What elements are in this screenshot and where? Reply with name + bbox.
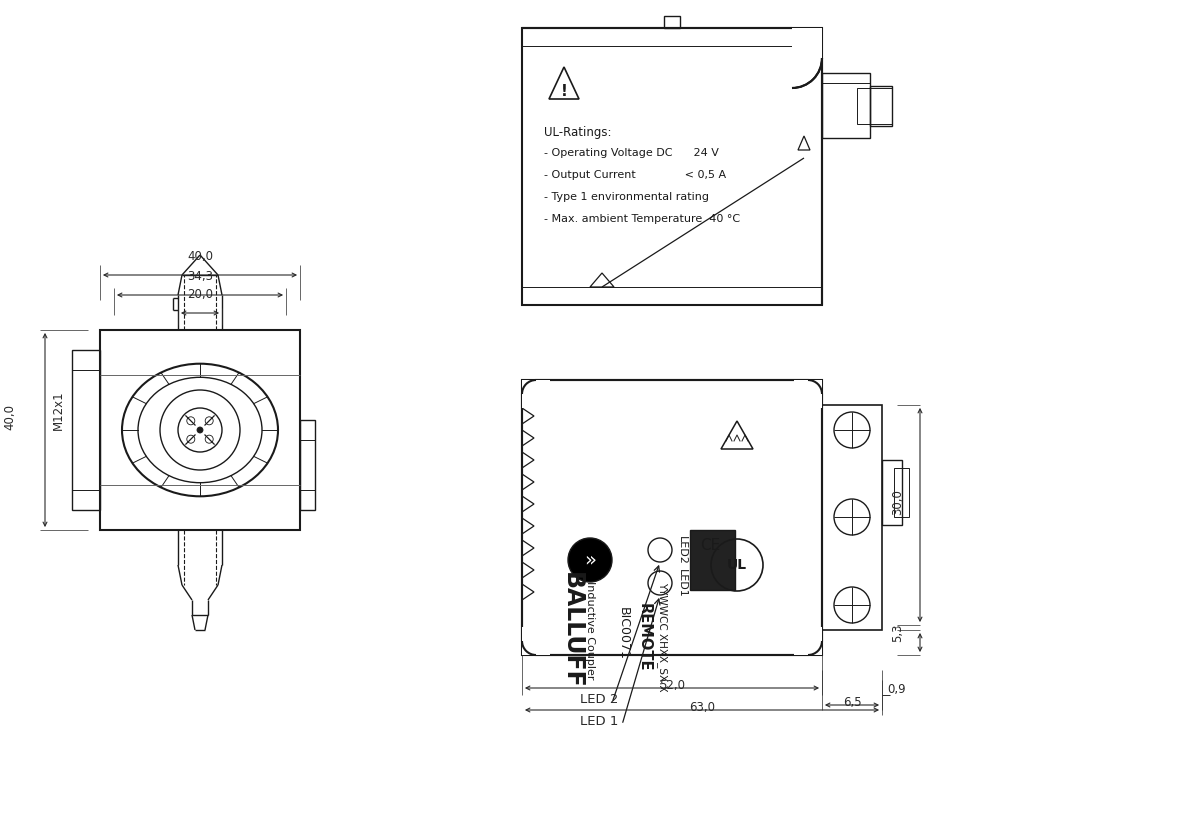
Bar (822, 73, 870, 138)
Bar (882, 460, 902, 525)
Text: !: ! (560, 83, 568, 99)
Bar (664, 16, 680, 28)
Text: 0,9: 0,9 (887, 684, 906, 697)
Text: - Operating Voltage DC      24 V: - Operating Voltage DC 24 V (544, 148, 719, 158)
Bar (522, 28, 822, 305)
Text: 40,0: 40,0 (4, 404, 17, 430)
Text: 40,0: 40,0 (187, 250, 214, 263)
Bar (522, 380, 550, 408)
Bar (522, 627, 550, 655)
Text: - Type 1 environmental rating: - Type 1 environmental rating (544, 192, 709, 202)
Bar (794, 380, 822, 408)
Bar (100, 330, 300, 530)
Bar (72, 350, 100, 510)
Text: 30,0: 30,0 (892, 489, 905, 515)
Bar (857, 88, 892, 124)
Text: - Max. ambient Temperature  40 °C: - Max. ambient Temperature 40 °C (544, 214, 740, 224)
Text: 20,0: 20,0 (187, 288, 214, 301)
Text: 5,3: 5,3 (892, 624, 905, 642)
Ellipse shape (568, 538, 612, 582)
Text: 63,0: 63,0 (689, 701, 715, 714)
Circle shape (197, 427, 203, 433)
Text: 6,5: 6,5 (842, 696, 862, 709)
Bar (794, 627, 822, 655)
Text: LED 1: LED 1 (580, 715, 618, 728)
Bar (522, 380, 822, 655)
Bar (690, 530, 734, 590)
Text: Inductive Coupler: Inductive Coupler (586, 581, 595, 679)
Bar (300, 420, 314, 510)
Text: »: » (584, 550, 596, 570)
Bar (894, 468, 910, 517)
Text: LED 2: LED 2 (580, 693, 618, 706)
Text: LED2: LED2 (677, 535, 686, 565)
Text: LED1: LED1 (677, 569, 686, 597)
Text: M12x1: M12x1 (52, 390, 65, 430)
Bar (792, 28, 822, 58)
Text: 34,3: 34,3 (187, 270, 214, 283)
Text: 52,0: 52,0 (659, 679, 685, 692)
Text: - Output Current              < 0,5 A: - Output Current < 0,5 A (544, 170, 726, 180)
Text: BIC0071: BIC0071 (617, 606, 630, 659)
Bar (822, 405, 882, 630)
Bar (870, 86, 892, 126)
Text: REMOTE: REMOTE (637, 603, 652, 672)
Text: BALLUFF: BALLUFF (560, 571, 584, 689)
Text: CE: CE (700, 538, 720, 553)
Text: UL: UL (727, 558, 748, 572)
Text: YYWWCC XHXX_SX.X: YYWWCC XHXX_SX.X (658, 582, 668, 692)
Text: UL-Ratings:: UL-Ratings: (544, 126, 612, 139)
